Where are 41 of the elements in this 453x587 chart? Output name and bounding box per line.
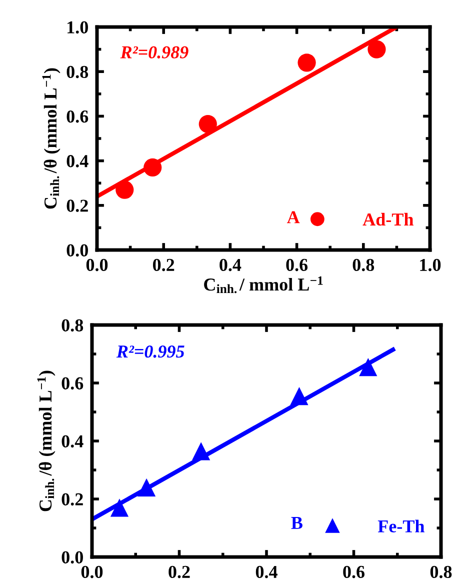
annotation: R²=0.989	[120, 46, 188, 58]
annotation: R²=0.995	[116, 345, 184, 358]
legend-label: Ad-Th	[362, 212, 414, 226]
text: 1.0	[68, 21, 88, 34]
y-tick-label: 0.8	[66, 66, 88, 78]
x-tick-label: 0.2	[153, 258, 174, 272]
text: 0.0	[62, 551, 83, 564]
x-tick-label: 0.4	[256, 566, 278, 578]
annotation: A	[286, 211, 300, 224]
point	[144, 158, 162, 177]
y-tick-label: 0.6	[66, 110, 88, 123]
text: 0.0	[81, 566, 103, 578]
x-tick-label: 0.2	[168, 566, 190, 578]
point	[116, 180, 134, 199]
x-axis-title: C$_{inh.}$/ mmol L$^{−1}$	[204, 276, 323, 294]
y-tick-label: 0.2	[62, 493, 83, 506]
y-tick-label: 0.8	[62, 319, 84, 332]
text: 1.0	[420, 258, 441, 272]
annotation: B	[291, 517, 302, 529]
point	[290, 386, 308, 406]
x-tick-label: 0.6	[286, 258, 308, 272]
point	[137, 478, 156, 496]
point	[192, 442, 210, 460]
legend-label: Fe-Th	[378, 520, 424, 532]
x-tick-label: 0.4	[220, 258, 242, 272]
text: 0.0	[86, 258, 108, 272]
y-tick-label: 0.2	[66, 200, 88, 212]
point	[198, 114, 217, 134]
x-tick-label: 0.8	[352, 258, 374, 272]
text: 0.0	[66, 244, 88, 257]
point	[110, 498, 129, 517]
y-axis-title: C$_{inh.}$/θ (mmol L$^{−1}$)	[37, 370, 56, 512]
y-tick-label: 0.6	[62, 377, 84, 390]
point	[298, 54, 316, 72]
y-tick-label: 0.4	[66, 155, 88, 168]
y-tick-label: 0.4	[62, 435, 84, 448]
x-tick-label: 0.6	[343, 566, 365, 578]
y-axis-title: C$_{inh.}$/θ (mmol L$^{−1}$)	[42, 68, 60, 209]
x-tick-label: 0.8	[430, 566, 452, 578]
point	[359, 358, 378, 376]
point	[368, 40, 386, 58]
